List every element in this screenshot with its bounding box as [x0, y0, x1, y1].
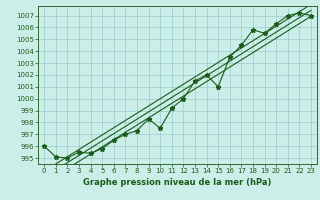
- X-axis label: Graphe pression niveau de la mer (hPa): Graphe pression niveau de la mer (hPa): [84, 178, 272, 187]
